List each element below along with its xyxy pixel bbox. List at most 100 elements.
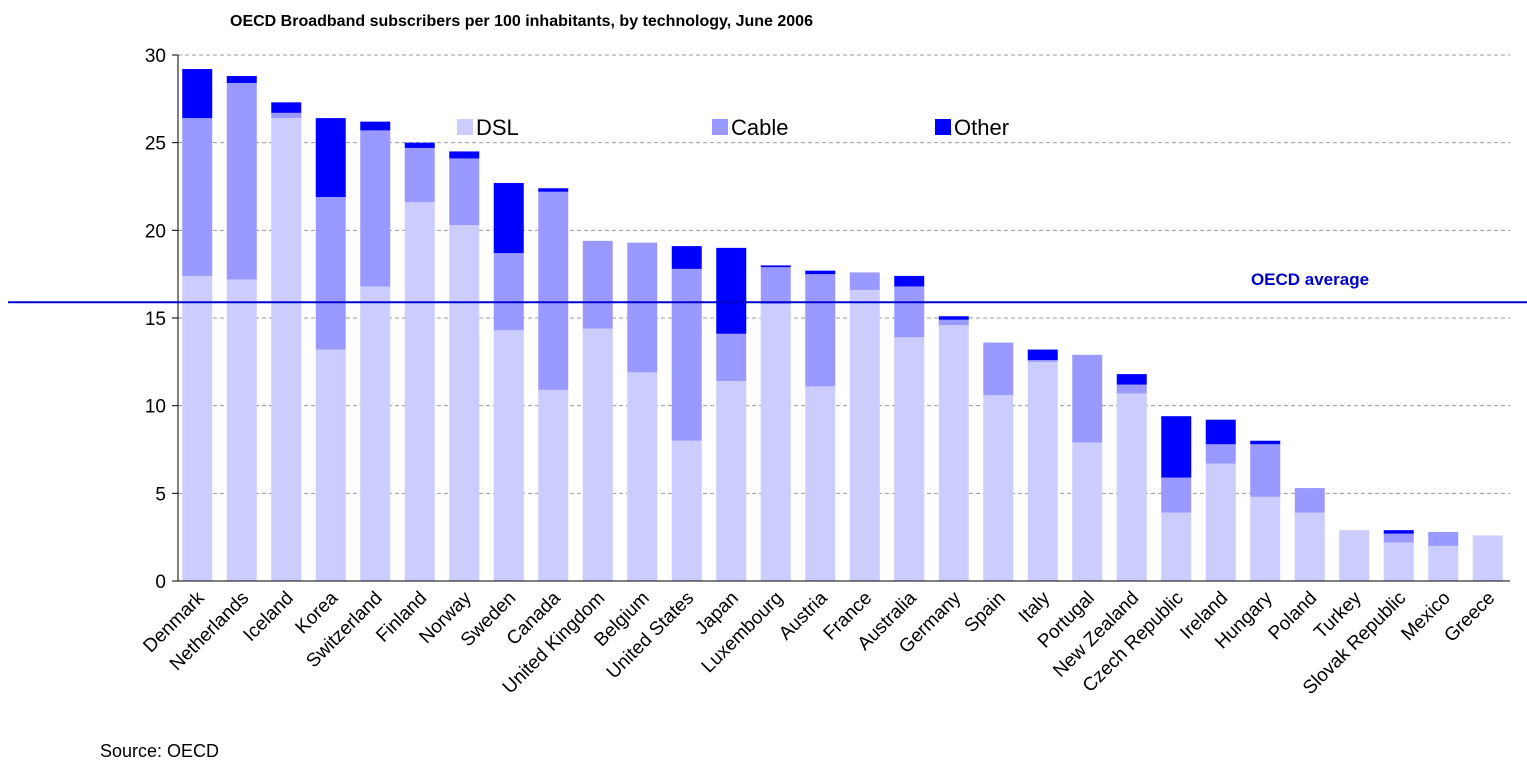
bar-segment (271, 102, 302, 113)
bar-segment (182, 118, 213, 276)
bar-segment (226, 83, 257, 280)
x-tick-label: Iceland (240, 588, 298, 646)
bar-segment (538, 389, 569, 581)
bar-segment (493, 330, 524, 581)
x-tick-label: Poland (1265, 588, 1322, 645)
bar-segment (582, 240, 613, 329)
bar-segment (182, 69, 213, 119)
bar-segment (449, 225, 480, 581)
legend-label: Cable (731, 115, 788, 140)
bar-segment (182, 275, 213, 581)
legend-label: DSL (476, 115, 519, 140)
bar-segment (1205, 463, 1236, 581)
bar-segment (1161, 512, 1192, 581)
bar-segment (1294, 512, 1325, 581)
bar-segment (315, 349, 346, 581)
legend-swatch (712, 119, 728, 135)
bar-segment (1205, 419, 1236, 445)
bar-segment (894, 286, 925, 338)
bar-segment (938, 319, 969, 326)
y-tick-label: 15 (145, 309, 166, 330)
y-tick-label: 25 (145, 134, 166, 155)
bar-segment (760, 303, 791, 581)
bar-segment (671, 268, 702, 441)
bar-segment (805, 270, 836, 275)
bar-segment (360, 286, 391, 581)
x-tick-label: Italy (1015, 587, 1055, 627)
bar-segment (449, 158, 480, 226)
bar-segment (983, 342, 1014, 396)
bar-segment (315, 118, 346, 198)
bar-segment (716, 333, 747, 382)
bar-segment (315, 197, 346, 350)
reference-label: OECD average (1251, 270, 1369, 289)
bar-segment (1116, 374, 1147, 385)
bar-segment (538, 188, 569, 192)
bar-segment (1116, 384, 1147, 394)
legend-swatch (935, 119, 951, 135)
bar-segment (404, 142, 435, 148)
bar-segment (360, 121, 391, 131)
bar-segment (1250, 496, 1281, 581)
y-tick-label: 10 (145, 397, 166, 418)
bar-segment (1116, 393, 1147, 581)
bar-segment (493, 182, 524, 254)
bar-segment (849, 272, 880, 290)
bar-segment (983, 395, 1014, 581)
bar-segment (805, 386, 836, 581)
y-tick-label: 5 (155, 484, 166, 505)
bar-segment (1472, 535, 1503, 581)
bar-segment (760, 265, 791, 268)
bar-segment (449, 151, 480, 159)
source: Source: OECD (100, 741, 219, 761)
bar-segment (582, 328, 613, 581)
bar-segment (271, 118, 302, 582)
bar-segment (404, 147, 435, 203)
bar-segment (894, 275, 925, 287)
bar-segment (627, 372, 658, 581)
bar-segment (493, 253, 524, 331)
bar-segment (1072, 354, 1103, 443)
bar-segment (1250, 444, 1281, 497)
bar-segment (226, 76, 257, 84)
y-tick-label: 20 (145, 221, 166, 242)
x-tick-label: Greece (1440, 588, 1499, 647)
bar-segment (1383, 533, 1414, 543)
bar-segment (938, 316, 969, 320)
bar-segment (938, 325, 969, 581)
legend-swatch (457, 119, 473, 135)
bar-segment (1027, 349, 1058, 361)
bar-segment (1294, 488, 1325, 513)
bar-segment (1339, 530, 1370, 581)
bar-segment (1161, 416, 1192, 478)
bar-segment (1383, 530, 1414, 534)
bar-segment (760, 267, 791, 304)
bar-segment (404, 202, 435, 581)
bar-segment (627, 242, 658, 373)
bar-segment (716, 247, 747, 334)
bar-segment (671, 246, 702, 269)
bar-segment (538, 191, 569, 390)
bar-segment (849, 289, 880, 581)
x-tick-label: Spain (961, 588, 1010, 637)
bar-segment (1027, 361, 1058, 581)
bar-segment (1205, 444, 1236, 464)
bar-segment (1161, 477, 1192, 513)
bar-segment (1250, 440, 1281, 445)
x-tick-label: Austria (775, 587, 832, 644)
bar-segment (716, 381, 747, 581)
bar-segment (1383, 542, 1414, 581)
y-tick-label: 30 (145, 46, 166, 67)
legend-label: Other (954, 115, 1009, 140)
bar-segment (1027, 360, 1058, 362)
bar-segment (1428, 531, 1459, 546)
y-tick-label: 0 (155, 572, 166, 593)
chart-title: OECD Broadband subscribers per 100 inhab… (230, 13, 813, 30)
bar-segment (894, 337, 925, 581)
bar-segment (226, 279, 257, 581)
bar-segment (360, 130, 391, 287)
bar-segment (671, 440, 702, 581)
bar-segment (805, 274, 836, 387)
bar-segment (1072, 442, 1103, 581)
